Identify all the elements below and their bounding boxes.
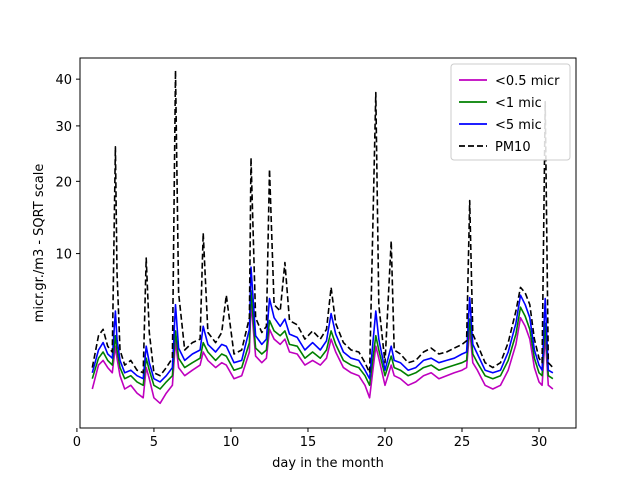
x-tick-label: 15 bbox=[300, 435, 317, 450]
legend-label: <5 mic bbox=[495, 118, 542, 133]
series-layer bbox=[91, 69, 554, 405]
x-tick-label: 10 bbox=[223, 435, 240, 450]
y-tick-label: 30 bbox=[55, 120, 72, 135]
series-line-1 bbox=[91, 289, 554, 390]
plot-frame bbox=[79, 57, 577, 429]
x-tick-label: 20 bbox=[377, 435, 394, 450]
x-axis-label: day in the month bbox=[272, 456, 384, 471]
series-line-2 bbox=[91, 266, 554, 383]
y-tick-label: 40 bbox=[55, 73, 72, 88]
x-tick-label: 30 bbox=[531, 435, 548, 450]
x-axis: 0 5 10 15 20 25 30 bbox=[73, 428, 548, 450]
legend-label: PM10 bbox=[495, 140, 531, 155]
y-tick-label: 20 bbox=[55, 175, 72, 190]
legend: <0.5 micr <1 mic <5 mic PM10 bbox=[450, 63, 571, 161]
series-line-3 bbox=[91, 69, 554, 377]
y-tick-label: 10 bbox=[55, 248, 72, 263]
x-tick-label: 5 bbox=[150, 435, 158, 450]
legend-box bbox=[450, 63, 571, 161]
legend-label: <0.5 micr bbox=[495, 74, 560, 89]
series-line-0 bbox=[91, 301, 554, 405]
y-axis: 10 20 30 40 bbox=[55, 73, 80, 263]
y-axis-label: micr.gr./m3 - SQRT scale bbox=[32, 164, 47, 323]
x-tick-label: 0 bbox=[73, 435, 81, 450]
legend-label: <1 mic bbox=[495, 96, 542, 111]
x-tick-label: 25 bbox=[454, 435, 471, 450]
